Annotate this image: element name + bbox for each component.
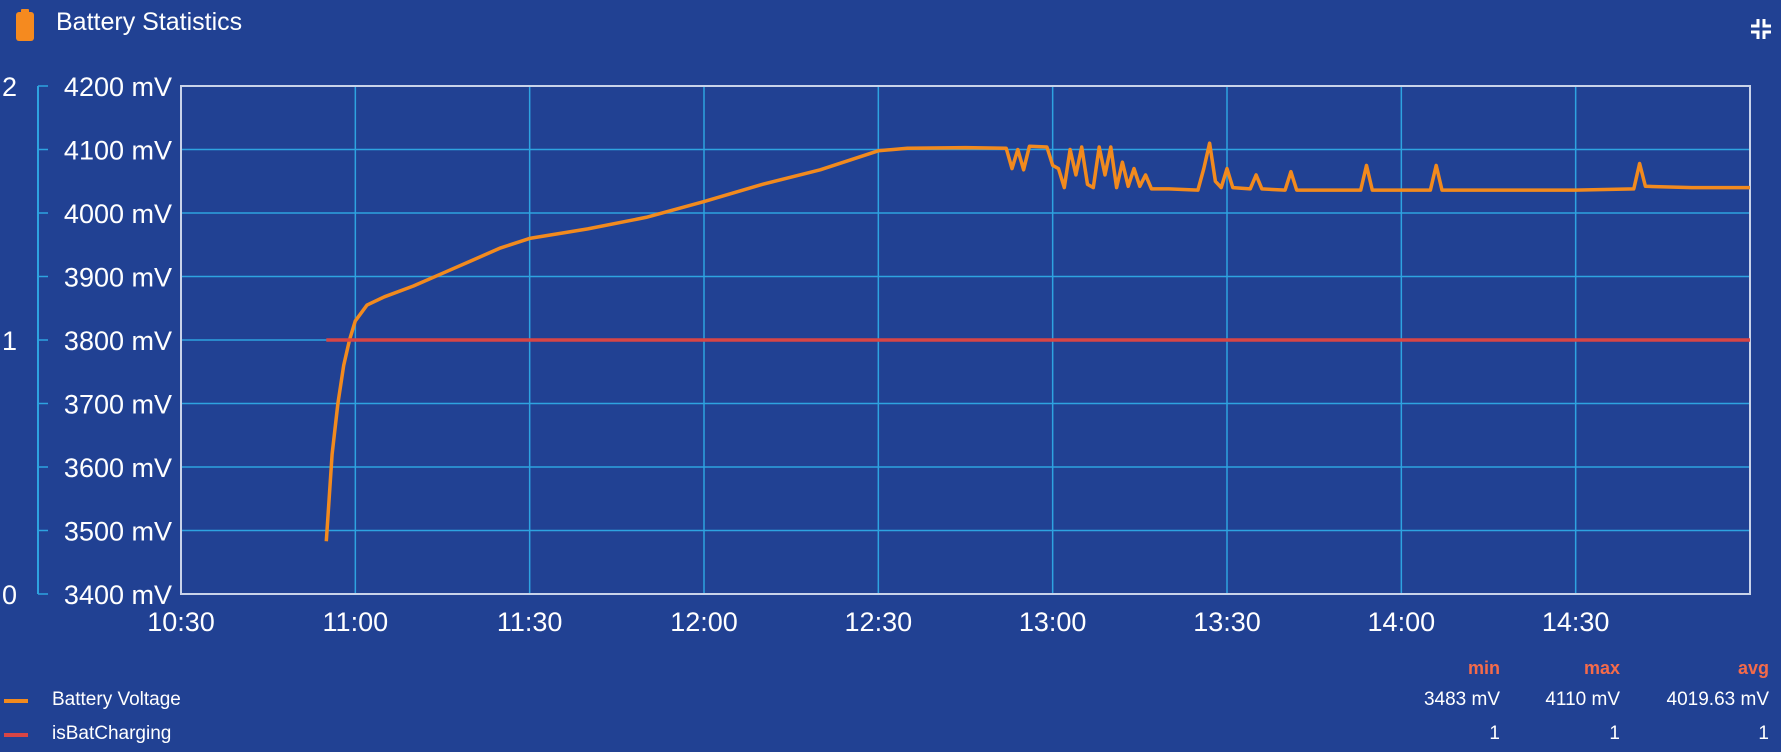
y-tick-label: 4100 mV bbox=[64, 136, 172, 166]
x-tick-label: 14:30 bbox=[1542, 607, 1610, 637]
max-value: 1 bbox=[1609, 723, 1620, 744]
avg-value: 4019.63 mV bbox=[1666, 689, 1769, 710]
y-tick-label: 4200 mV bbox=[64, 72, 172, 102]
x-tick-label: 14:00 bbox=[1368, 607, 1436, 637]
x-tick-label: 13:30 bbox=[1193, 607, 1261, 637]
legend-item-isbatcharging[interactable]: isBatCharging 1 1 1 bbox=[0, 720, 1781, 748]
x-tick-label: 12:30 bbox=[845, 607, 913, 637]
secondary-tick-label: 1 bbox=[2, 326, 17, 356]
y-tick-label: 3900 mV bbox=[64, 263, 172, 293]
max-value: 4110 mV bbox=[1545, 689, 1620, 710]
x-tick-label: 13:00 bbox=[1019, 607, 1087, 637]
avg-header: avg bbox=[1737, 658, 1769, 678]
y-tick-label: 4000 mV bbox=[64, 199, 172, 229]
max-header: max bbox=[1583, 658, 1620, 678]
battery-icon bbox=[16, 9, 34, 41]
battery-voltage-line bbox=[324, 141, 1750, 542]
card-title: Battery Statistics bbox=[56, 8, 243, 36]
min-value: 3483 mV bbox=[1423, 689, 1500, 710]
battery-voltage-swatch bbox=[4, 699, 28, 703]
y-tick-label: 3700 mV bbox=[64, 390, 172, 420]
x-tick-label: 12:00 bbox=[670, 607, 738, 637]
x-tick-label: 10:30 bbox=[147, 607, 215, 637]
tick-labels: 4200 mV 4100 mV 4000 mV 3900 mV 3800 mV 3700 … bbox=[2, 72, 1609, 637]
legend-label: Battery Voltage bbox=[52, 689, 181, 710]
avg-value: 1 bbox=[1758, 723, 1769, 744]
secondary-tick-label: 0 bbox=[2, 580, 17, 610]
line-chart: 4200 mV 4100 mV 4000 mV 3900 mV 3800 mV 3700 … bbox=[2, 72, 1751, 637]
min-value: 1 bbox=[1489, 723, 1500, 744]
y-tick-label: 3800 mV bbox=[64, 326, 172, 356]
secondary-tick-label: 2 bbox=[2, 72, 17, 102]
x-tick-label: 11:00 bbox=[323, 607, 389, 637]
series-lines bbox=[324, 141, 1750, 542]
y-tick-label: 3600 mV bbox=[64, 453, 172, 483]
x-tick-label: 11:30 bbox=[497, 607, 563, 637]
y-tick-label: 3500 mV bbox=[64, 517, 172, 547]
card-header: Battery Statistics bbox=[0, 0, 1781, 48]
legend-label: isBatCharging bbox=[52, 723, 172, 744]
isbatcharging-swatch bbox=[4, 733, 28, 737]
min-header: min bbox=[1467, 658, 1500, 678]
legend-item-battery-voltage[interactable]: Battery Voltage 3483 mV 4110 mV 4019.63 … bbox=[0, 686, 1781, 714]
y-tick-label: 3400 mV bbox=[64, 580, 172, 610]
collapse-arrows-icon[interactable] bbox=[1750, 18, 1772, 40]
